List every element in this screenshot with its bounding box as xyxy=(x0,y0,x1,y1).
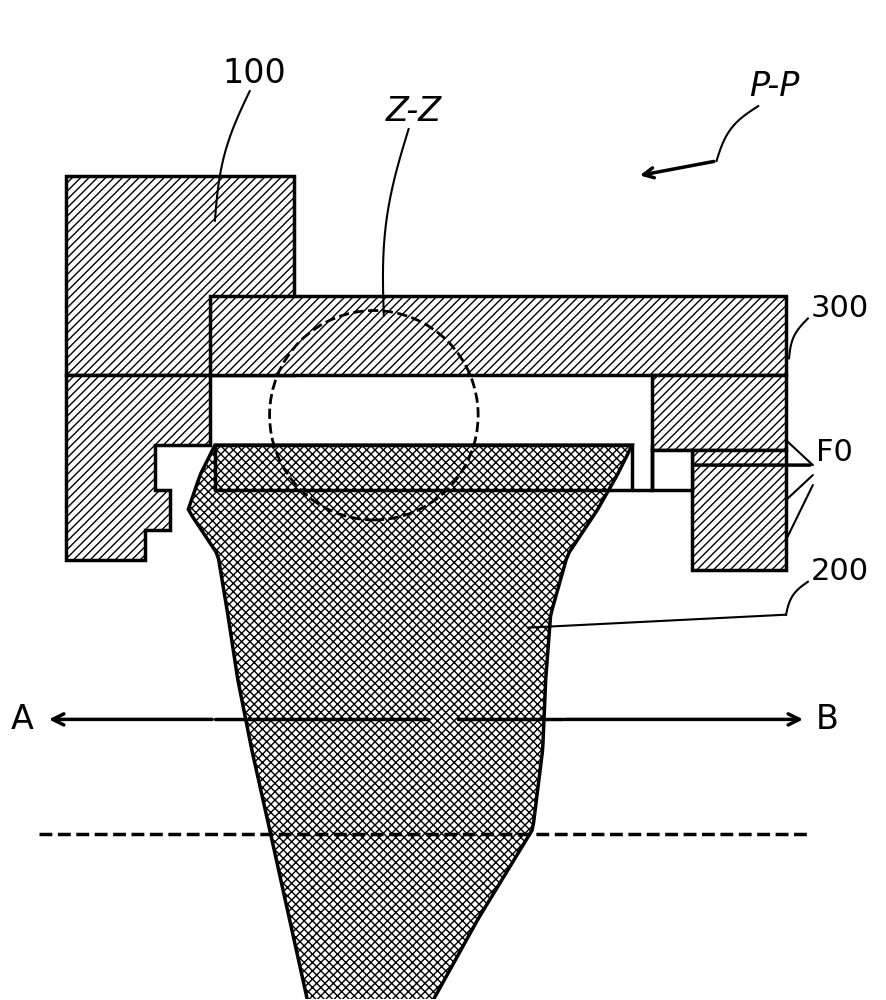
Text: B: B xyxy=(816,703,839,736)
Polygon shape xyxy=(210,296,786,375)
Text: P-P: P-P xyxy=(749,70,799,103)
Polygon shape xyxy=(66,176,294,375)
Polygon shape xyxy=(692,450,786,570)
Polygon shape xyxy=(652,375,786,450)
Text: Z-Z: Z-Z xyxy=(385,95,441,128)
Text: A: A xyxy=(11,703,33,736)
Polygon shape xyxy=(652,450,692,490)
Text: 300: 300 xyxy=(811,294,869,323)
Text: 100: 100 xyxy=(222,57,286,90)
Polygon shape xyxy=(66,375,210,560)
Text: 200: 200 xyxy=(811,557,869,586)
Text: F0: F0 xyxy=(816,438,852,467)
Polygon shape xyxy=(189,445,632,1000)
